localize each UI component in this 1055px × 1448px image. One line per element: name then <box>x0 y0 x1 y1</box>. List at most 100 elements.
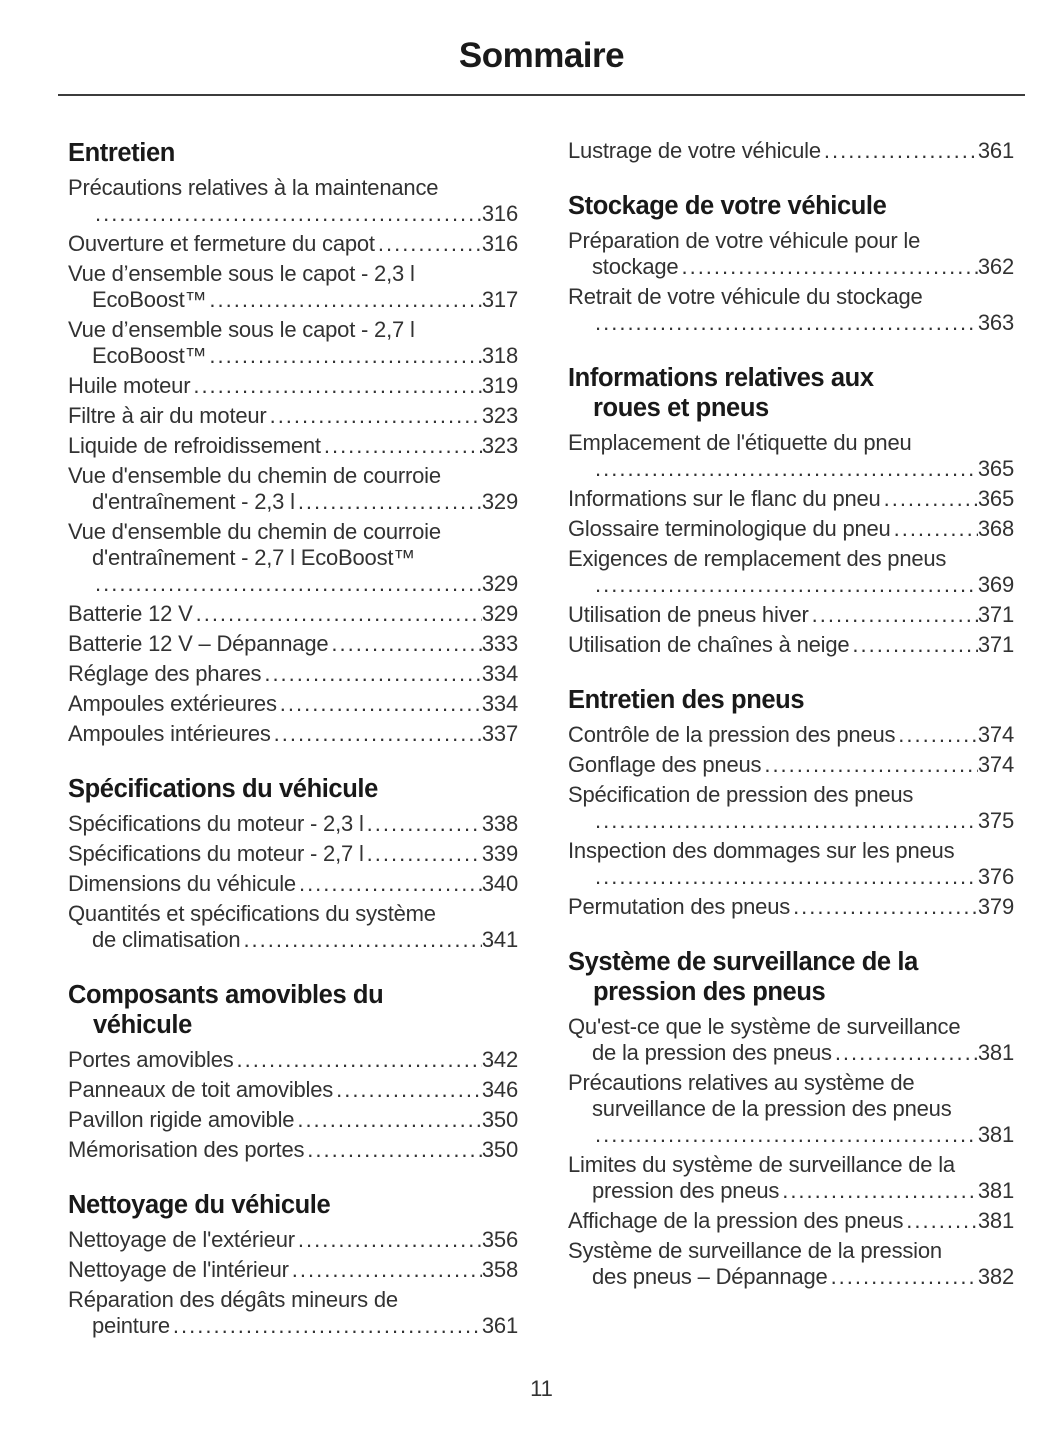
toc-entry-text: Nettoyage de l'extérieur <box>68 1227 295 1252</box>
toc-section: Composants amovibles du véhicule Portes am… <box>68 980 518 1163</box>
toc-entry-text: pression des pneus <box>592 1178 780 1203</box>
page-ref: 337 <box>481 721 518 746</box>
page-ref: 346 <box>481 1077 518 1102</box>
leader-dots <box>891 516 978 542</box>
toc-entry: Retrait de votre véhicule du stockage 363 <box>568 284 1014 336</box>
leader-dots <box>364 841 482 867</box>
toc-entry-lastline: 316 <box>68 201 518 227</box>
leader-dots <box>240 927 481 953</box>
toc-entry: Nettoyage de l'intérieur 358 <box>68 1257 518 1283</box>
toc-entry: Inspection des dommages sur les pneus 376 <box>568 838 1014 890</box>
toc-entry-lastline: Batterie 12 V – Dépannage 333 <box>68 631 518 657</box>
toc-entry-text: Pavillon rigide amovible <box>68 1107 295 1132</box>
toc-entry-lastline: Utilisation de chaînes à neige 371 <box>568 632 1014 658</box>
toc-entry-text: stockage <box>592 254 679 279</box>
leader-dots <box>375 231 482 257</box>
section-heading-line: pression des pneus <box>593 978 826 1006</box>
toc-column-left: Entretien Précautions relatives à la main… <box>68 138 518 1343</box>
page-ref: 381 <box>977 1122 1014 1147</box>
page-ref: 365 <box>977 486 1014 511</box>
leader-dots <box>678 254 977 280</box>
page-ref: 350 <box>481 1107 518 1132</box>
page-ref: 382 <box>977 1264 1014 1289</box>
page-ref: 362 <box>977 254 1014 279</box>
toc-entry-lastline: stockage 362 <box>568 254 1014 280</box>
page-ref: 338 <box>481 811 518 836</box>
toc-entry: Ampoules intérieures 337 <box>68 721 518 747</box>
toc-entry: Qu'est-ce que le système de surveillance… <box>568 1014 1014 1066</box>
toc-entry-lastline: Glossaire terminologique du pneu 368 <box>568 516 1014 542</box>
leader-dots <box>592 310 978 336</box>
toc-entry-lastline: Ouverture et fermeture du capot 316 <box>68 231 518 257</box>
section-heading-line: Entretien des pneus <box>568 686 805 714</box>
section-heading: Informations relatives aux roues et pneus <box>568 363 1014 423</box>
page-ref: 379 <box>977 894 1014 919</box>
toc-entry: Liquide de refroidissement 323 <box>68 433 518 459</box>
leader-dots <box>364 811 482 837</box>
toc-entry: Filtre à air du moteur 323 <box>68 403 518 429</box>
toc-entry-lastline: Spécifications du moteur - 2,7 l 339 <box>68 841 518 867</box>
toc-entry-line: Réparation des dégâts mineurs de <box>68 1287 398 1312</box>
toc-entry-lastline: Utilisation de pneus hiver 371 <box>568 602 1014 628</box>
toc-entry: Spécifications du moteur - 2,3 l 338 <box>68 811 518 837</box>
toc-entry-text: EcoBoost™ <box>92 343 207 368</box>
leader-dots <box>294 1107 482 1133</box>
page-ref: 316 <box>481 231 518 256</box>
leader-dots <box>592 456 978 482</box>
page-title: Sommaire <box>458 36 625 75</box>
toc-entry: Quantités et spécifications du système de… <box>68 901 518 953</box>
page-ref: 329 <box>481 571 518 596</box>
section-heading-line: Nettoyage du véhicule <box>68 1191 331 1219</box>
section-heading-line: Stockage de votre véhicule <box>568 192 887 220</box>
section-heading: Stockage de votre véhicule <box>568 191 1014 221</box>
toc-entry: Préparation de votre véhicule pour le sto… <box>568 228 1014 280</box>
leader-dots <box>289 1257 482 1283</box>
toc-entry-lastline: Nettoyage de l'intérieur 358 <box>68 1257 518 1283</box>
page-ref: 361 <box>977 138 1014 163</box>
toc-entry: Utilisation de chaînes à neige 371 <box>568 632 1014 658</box>
toc-entry-text: Panneaux de toit amovibles <box>68 1077 334 1102</box>
toc-entry-lastline: Informations sur le flanc du pneu 365 <box>568 486 1014 512</box>
leader-dots <box>821 138 978 164</box>
toc-entry-lastline: Portes amovibles 342 <box>68 1047 518 1073</box>
toc-entry-lastline: 375 <box>568 808 1014 834</box>
leader-dots <box>92 201 482 227</box>
toc-entry-text: Spécifications du moteur - 2,7 l <box>68 841 364 866</box>
toc-entry: Portes amovibles 342 <box>68 1047 518 1073</box>
leader-dots <box>832 1040 978 1066</box>
toc-entry-lastline: Lustrage de votre véhicule 361 <box>568 138 1014 164</box>
toc-entry: Permutation des pneus 379 <box>568 894 1014 920</box>
toc-entry: Pavillon rigide amovible 350 <box>68 1107 518 1133</box>
leader-dots <box>277 691 482 717</box>
section-heading-line: Entretien <box>68 139 175 167</box>
toc-entry-line: Vue d’ensemble sous le capot - 2,3 l <box>68 261 415 286</box>
toc-entry-line: Exigences de remplacement des pneus <box>568 546 947 571</box>
section-heading: Entretien <box>68 138 518 168</box>
toc-section: Lustrage de votre véhicule 361 <box>568 138 1014 164</box>
page-ref: 381 <box>977 1178 1014 1203</box>
leader-dots <box>206 343 482 369</box>
toc-entry-text: Contrôle de la pression des pneus <box>568 722 896 747</box>
toc-entry-text: Liquide de refroidissement <box>68 433 321 458</box>
page-header: Sommaire <box>58 36 1025 76</box>
page-ref: 381 <box>977 1040 1014 1065</box>
page-ref: 319 <box>481 373 518 398</box>
toc-entry-lastline: pression des pneus 381 <box>568 1178 1014 1204</box>
toc-entry-text: EcoBoost™ <box>92 287 207 312</box>
page-ref: 333 <box>481 631 518 656</box>
page-ref: 323 <box>481 433 518 458</box>
toc-entry-lastline: Panneaux de toit amovibles 346 <box>68 1077 518 1103</box>
section-heading: Système de surveillance de la pression de… <box>568 947 1014 1007</box>
toc-entry-line: Qu'est-ce que le système de surveillance <box>568 1014 961 1039</box>
toc-entry: Réparation des dégâts mineurs de peinture… <box>68 1287 518 1339</box>
toc-section: Informations relatives aux roues et pneus… <box>568 363 1014 658</box>
toc-entry: Lustrage de votre véhicule 361 <box>568 138 1014 164</box>
leader-dots <box>592 572 978 598</box>
leader-dots <box>849 632 977 658</box>
leader-dots <box>271 721 482 747</box>
toc-section: Spécifications du véhicule Spécifications… <box>68 774 518 953</box>
page-ref: 371 <box>977 632 1014 657</box>
toc-entry-text: Informations sur le flanc du pneu <box>568 486 881 511</box>
leader-dots <box>295 1227 482 1253</box>
leader-dots <box>809 602 978 628</box>
